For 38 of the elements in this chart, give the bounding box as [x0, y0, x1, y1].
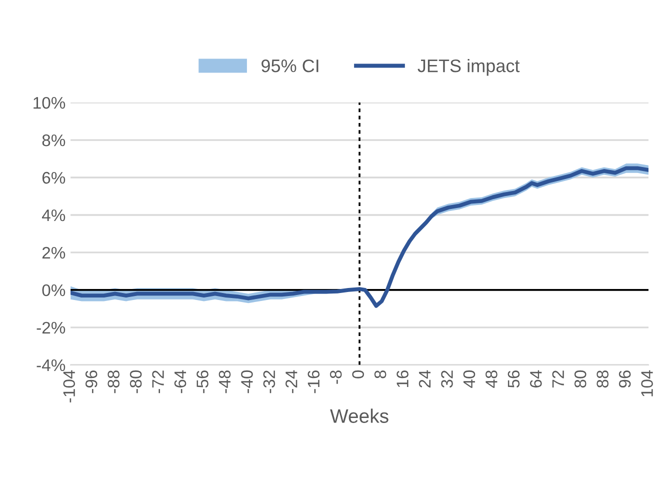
x-tick-label: 40	[463, 370, 476, 388]
x-tick-label: 88	[596, 370, 608, 388]
x-tick-label: -48	[218, 370, 231, 394]
x-tick-label: 0	[352, 370, 364, 378]
text: 95% CI	[262, 59, 318, 72]
x-tick-label: 8	[374, 370, 386, 378]
y-tick-label: 0%	[42, 284, 66, 296]
y-tick-label: 4%	[42, 209, 66, 222]
x-tick-label: 104	[641, 370, 653, 396]
x-tick-label: -32	[263, 370, 276, 394]
x-tick-label: -80	[130, 370, 142, 394]
y-tick-label: 10%	[34, 96, 66, 109]
x-tick-label: 48	[486, 370, 498, 388]
x-tick-label: -40	[241, 370, 253, 394]
x-tick-label: -88	[108, 370, 120, 394]
x-axis-title: Weeks	[330, 408, 388, 423]
y-tick-label: 6%	[42, 172, 66, 184]
y-tick-label: -2%	[36, 322, 66, 334]
x-tick-label: 72	[552, 370, 564, 388]
y-tick-label: -4%	[36, 359, 66, 372]
x-tick-label: 56	[508, 370, 520, 388]
y-tick-label: 2%	[42, 246, 66, 259]
x-tick-label: -72	[152, 370, 164, 394]
x-tick-label: 16	[396, 370, 408, 388]
legend-label: JETS impact	[418, 58, 520, 76]
x-tick-label: 64	[530, 370, 542, 388]
x-tick-label: 96	[618, 370, 631, 388]
x-tick-label: -64	[174, 370, 186, 394]
x-tick-label: -56	[196, 370, 208, 394]
y-tick-label: 8%	[42, 134, 66, 146]
x-tick-label: 32	[441, 370, 453, 388]
x-tick-label: -16	[308, 370, 320, 394]
x-tick-label: 24	[418, 370, 431, 388]
x-tick-label: -24	[286, 370, 298, 394]
x-tick-label: -8	[330, 370, 342, 384]
x-tick-label: 80	[574, 370, 586, 388]
x-tick-label: -104	[63, 370, 76, 402]
x-tick-label: -96	[85, 370, 98, 394]
